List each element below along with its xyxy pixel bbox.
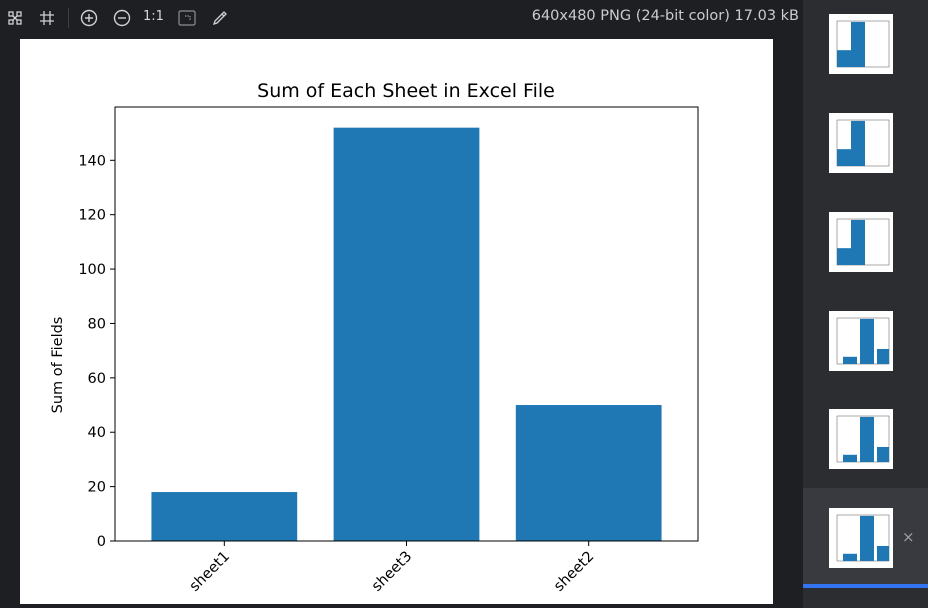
thumbnail-preview [836, 20, 890, 68]
thumbnail-item[interactable] [829, 311, 893, 371]
y-axis-label: Sum of Fields [50, 317, 66, 414]
y-tick-label: 80 [88, 316, 106, 332]
chart-title: Sum of Each Sheet in Excel File [257, 80, 555, 102]
color-picker-icon[interactable] [209, 7, 231, 29]
thumbnail-item[interactable] [829, 508, 893, 568]
plot-frame [114, 106, 699, 542]
thumbnail-preview [836, 514, 890, 562]
image-info: 640x480 PNG (24-bit color) 17.03 kB [531, 8, 799, 24]
x-ticks-group: sheet1 sheet3 sheet2 [187, 541, 598, 595]
y-tick-label: 0 [97, 534, 106, 550]
x-tick-label: sheet2 [551, 549, 597, 595]
bar-sheet2 [515, 405, 662, 541]
thumbnail-preview [836, 415, 890, 463]
y-tick-label: 40 [88, 425, 106, 441]
x-tick-label: sheet1 [187, 549, 233, 595]
x-tick-label: sheet3 [369, 549, 415, 595]
actual-size-button[interactable]: 1:1 [143, 9, 164, 24]
fit-to-window-icon[interactable] [4, 7, 26, 29]
bar-sheet3 [333, 127, 480, 542]
bars-group [151, 127, 662, 542]
y-tick-label: 100 [78, 262, 106, 278]
bar-chart: Sum of Each Sheet in Excel File Sum of F… [50, 80, 699, 595]
zoom-out-icon[interactable] [111, 7, 133, 29]
y-tick-label: 120 [78, 208, 106, 224]
scroll-indicator [803, 584, 928, 588]
bottom-strip [0, 604, 803, 608]
thumbnail-item[interactable] [829, 409, 893, 469]
y-tick-label: 20 [88, 480, 106, 496]
thumbnail-preview [836, 218, 890, 266]
y-tick-label: 60 [88, 371, 106, 387]
y-tick-label: 140 [78, 153, 106, 169]
grid-icon[interactable] [36, 7, 58, 29]
thumbnail-item[interactable] [829, 113, 893, 173]
thumbnail-preview [836, 119, 890, 167]
toolbar-divider [68, 8, 69, 28]
background-icon[interactable] [176, 7, 198, 29]
thumbnail-item[interactable] [829, 212, 893, 272]
image-canvas: Sum of Each Sheet in Excel File Sum of F… [20, 39, 773, 604]
bar-sheet1 [151, 492, 298, 541]
thumbnail-preview [836, 317, 890, 365]
thumbnail-item[interactable] [829, 14, 893, 74]
zoom-in-icon[interactable] [78, 7, 100, 29]
toolbar: 1:1 640x480 PNG (24-bit color) 17.03 kB [0, 0, 803, 36]
thumbnail-panel: × [803, 0, 928, 608]
close-icon[interactable]: × [902, 528, 915, 546]
y-ticks-group: 0 20 40 60 80 100 120 140 [78, 153, 115, 550]
